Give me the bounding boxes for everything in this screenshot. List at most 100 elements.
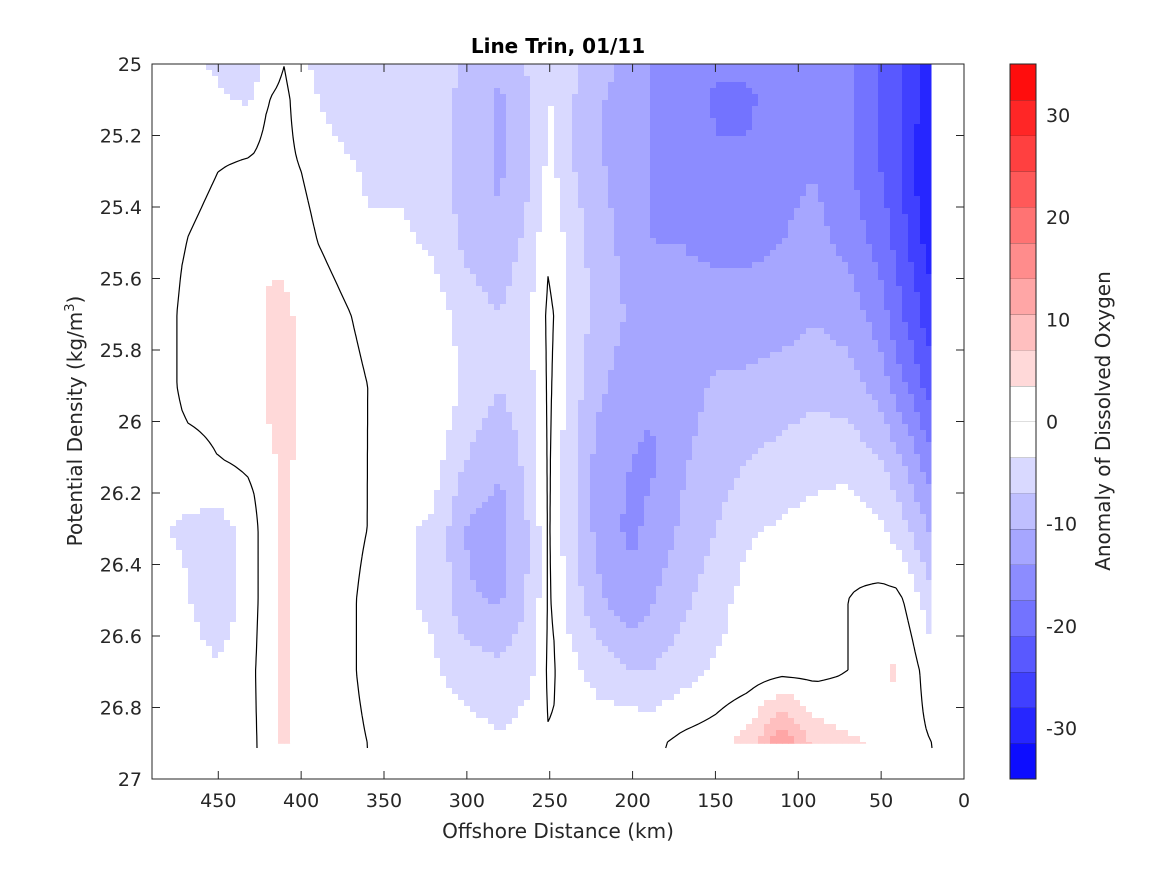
anomaly-cell: [584, 64, 591, 71]
anomaly-cell: [278, 292, 285, 299]
anomaly-cell: [872, 64, 879, 71]
anomaly-cell: [176, 250, 183, 257]
anomaly-cell: [224, 238, 231, 245]
anomaly-cell: [752, 214, 759, 221]
anomaly-cell: [578, 100, 585, 107]
anomaly-cell: [236, 142, 243, 149]
anomaly-cell: [746, 274, 753, 281]
anomaly-cell: [800, 106, 807, 113]
anomaly-cell: [578, 76, 585, 83]
anomaly-cell: [314, 160, 321, 167]
anomaly-cell: [278, 136, 285, 143]
anomaly-cell: [308, 178, 315, 185]
anomaly-cell: [626, 250, 633, 257]
anomaly-cell: [854, 190, 861, 197]
anomaly-cell: [206, 112, 213, 119]
anomaly-cell: [692, 112, 699, 119]
anomaly-cell: [404, 214, 411, 221]
anomaly-cell: [392, 154, 399, 161]
anomaly-cell: [782, 118, 789, 125]
anomaly-cell: [878, 118, 885, 125]
anomaly-cell: [188, 202, 195, 209]
anomaly-cell: [194, 136, 201, 143]
anomaly-cell: [782, 232, 789, 239]
anomaly-cell: [398, 244, 405, 251]
anomaly-cell: [386, 286, 393, 293]
anomaly-cell: [158, 130, 165, 137]
anomaly-cell: [284, 262, 291, 269]
anomaly-cell: [752, 262, 759, 269]
anomaly-cell: [236, 124, 243, 131]
anomaly-cell: [674, 76, 681, 83]
anomaly-cell: [674, 142, 681, 149]
anomaly-cell: [620, 136, 627, 143]
anomaly-cell: [350, 190, 357, 197]
anomaly-cell: [896, 106, 903, 113]
anomaly-cell: [254, 178, 261, 185]
anomaly-cell: [326, 82, 333, 89]
anomaly-cell: [764, 82, 771, 89]
anomaly-cell: [764, 238, 771, 245]
anomaly-cell: [230, 70, 237, 77]
anomaly-cell: [404, 100, 411, 107]
anomaly-cell: [614, 268, 621, 275]
anomaly-cell: [356, 226, 363, 233]
anomaly-cell: [776, 202, 783, 209]
anomaly-cell: [782, 88, 789, 95]
anomaly-cell: [434, 154, 441, 161]
anomaly-cell: [548, 184, 555, 191]
anomaly-cell: [260, 112, 267, 119]
anomaly-cell: [368, 274, 375, 281]
anomaly-cell: [350, 292, 357, 299]
anomaly-cell: [884, 166, 891, 173]
anomaly-cell: [482, 208, 489, 215]
anomaly-cell: [836, 208, 843, 215]
anomaly-cell: [662, 202, 669, 209]
anomaly-cell: [896, 238, 903, 245]
anomaly-cell: [284, 256, 291, 263]
anomaly-cell: [668, 214, 675, 221]
anomaly-cell: [902, 202, 909, 209]
anomaly-cell: [848, 274, 855, 281]
anomaly-cell: [776, 136, 783, 143]
anomaly-cell: [740, 190, 747, 197]
anomaly-cell: [782, 244, 789, 251]
anomaly-cell: [182, 82, 189, 89]
anomaly-cell: [332, 154, 339, 161]
anomaly-cell: [224, 124, 231, 131]
anomaly-cell: [704, 250, 711, 257]
anomaly-cell: [488, 94, 495, 101]
anomaly-cell: [332, 262, 339, 269]
anomaly-cell: [254, 280, 261, 287]
anomaly-cell: [596, 232, 603, 239]
anomaly-cell: [884, 202, 891, 209]
anomaly-cell: [446, 76, 453, 83]
anomaly-cell: [806, 286, 813, 293]
anomaly-cell: [230, 136, 237, 143]
anomaly-cell: [386, 256, 393, 263]
anomaly-cell: [422, 226, 429, 233]
anomaly-cell: [746, 118, 753, 125]
anomaly-cell: [824, 196, 831, 203]
anomaly-cell: [344, 94, 351, 101]
anomaly-cell: [356, 178, 363, 185]
anomaly-cell: [848, 148, 855, 155]
anomaly-cell: [926, 214, 932, 221]
anomaly-cell: [602, 136, 609, 143]
anomaly-cell: [830, 286, 837, 293]
anomaly-cell: [308, 148, 315, 155]
anomaly-cell: [404, 280, 411, 287]
anomaly-cell: [242, 88, 249, 95]
anomaly-cell: [332, 250, 339, 257]
anomaly-cell: [200, 208, 207, 215]
anomaly-cell: [614, 250, 621, 257]
anomaly-cell: [476, 184, 483, 191]
anomaly-cell: [872, 280, 879, 287]
anomaly-cell: [488, 112, 495, 119]
anomaly-cell: [872, 106, 879, 113]
anomaly-cell: [536, 82, 543, 89]
anomaly-cell: [776, 208, 783, 215]
anomaly-cell: [692, 280, 699, 287]
anomaly-cell: [182, 208, 189, 215]
anomaly-cell: [656, 190, 663, 197]
